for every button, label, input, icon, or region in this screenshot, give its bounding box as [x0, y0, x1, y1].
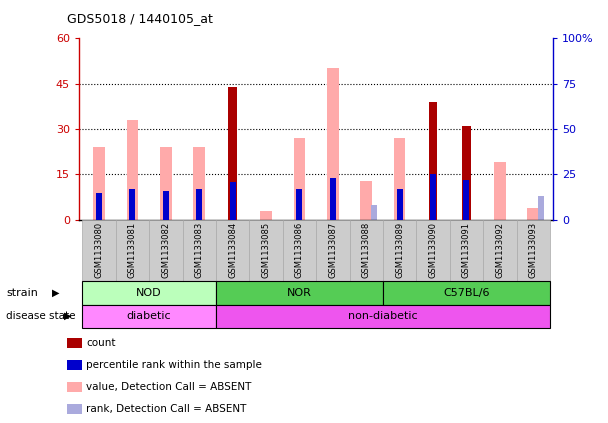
- Text: C57BL/6: C57BL/6: [443, 288, 489, 298]
- Bar: [283, 220, 316, 281]
- Text: GSM1133081: GSM1133081: [128, 222, 137, 278]
- Bar: [149, 220, 182, 281]
- Text: GSM1133091: GSM1133091: [462, 222, 471, 278]
- Bar: [249, 220, 283, 281]
- Text: GSM1133080: GSM1133080: [95, 222, 103, 278]
- Bar: [394, 138, 406, 220]
- Text: disease state: disease state: [6, 311, 75, 321]
- Text: GSM1133088: GSM1133088: [362, 222, 371, 278]
- Text: diabetic: diabetic: [127, 311, 171, 321]
- Bar: [82, 281, 216, 305]
- Bar: [82, 305, 216, 328]
- Text: NOD: NOD: [136, 288, 162, 298]
- Bar: [383, 281, 550, 305]
- Bar: [82, 220, 116, 281]
- Bar: [517, 220, 550, 281]
- Text: ▶: ▶: [64, 311, 71, 321]
- Text: GDS5018 / 1440105_at: GDS5018 / 1440105_at: [67, 12, 213, 25]
- Bar: [316, 220, 350, 281]
- Bar: [462, 126, 471, 220]
- Bar: [327, 69, 339, 220]
- Bar: [163, 191, 169, 220]
- Bar: [494, 162, 506, 220]
- Bar: [260, 211, 272, 220]
- Bar: [126, 120, 138, 220]
- Bar: [396, 189, 402, 220]
- Bar: [130, 189, 136, 220]
- Bar: [429, 102, 437, 220]
- Bar: [450, 220, 483, 281]
- Text: GSM1133093: GSM1133093: [529, 222, 537, 278]
- Bar: [383, 220, 416, 281]
- Bar: [430, 175, 436, 220]
- Text: GSM1133082: GSM1133082: [161, 222, 170, 278]
- Text: GSM1133087: GSM1133087: [328, 222, 337, 278]
- Text: GSM1133085: GSM1133085: [261, 222, 271, 278]
- Bar: [527, 208, 539, 220]
- Text: NOR: NOR: [287, 288, 312, 298]
- Bar: [116, 220, 149, 281]
- Bar: [182, 220, 216, 281]
- Bar: [350, 220, 383, 281]
- Text: strain: strain: [6, 288, 38, 298]
- Text: percentile rank within the sample: percentile rank within the sample: [86, 360, 262, 370]
- Bar: [93, 147, 105, 220]
- Text: GSM1133086: GSM1133086: [295, 222, 304, 278]
- Text: GSM1133089: GSM1133089: [395, 222, 404, 278]
- Bar: [416, 220, 450, 281]
- Bar: [294, 138, 305, 220]
- Text: non-diabetic: non-diabetic: [348, 311, 418, 321]
- Bar: [160, 147, 171, 220]
- Bar: [371, 206, 376, 220]
- Bar: [196, 189, 202, 220]
- Text: GSM1133090: GSM1133090: [429, 222, 438, 278]
- Text: count: count: [86, 338, 116, 348]
- Text: GSM1133083: GSM1133083: [195, 222, 204, 278]
- Bar: [483, 220, 517, 281]
- Bar: [96, 193, 102, 220]
- Bar: [537, 196, 544, 220]
- Bar: [193, 147, 205, 220]
- Text: rank, Detection Call = ABSENT: rank, Detection Call = ABSENT: [86, 404, 247, 414]
- Bar: [330, 178, 336, 220]
- Bar: [216, 281, 383, 305]
- Bar: [229, 87, 237, 220]
- Text: GSM1133084: GSM1133084: [228, 222, 237, 278]
- Bar: [463, 180, 469, 220]
- Text: GSM1133092: GSM1133092: [496, 222, 505, 278]
- Bar: [297, 189, 302, 220]
- Bar: [361, 181, 372, 220]
- Text: value, Detection Call = ABSENT: value, Detection Call = ABSENT: [86, 382, 252, 392]
- Bar: [230, 182, 236, 220]
- Bar: [216, 305, 550, 328]
- Text: ▶: ▶: [52, 288, 59, 298]
- Bar: [216, 220, 249, 281]
